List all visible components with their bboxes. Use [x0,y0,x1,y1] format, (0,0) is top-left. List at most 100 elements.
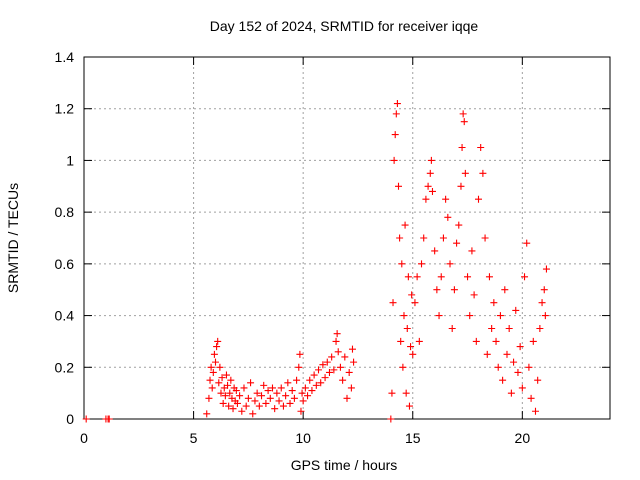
data-point [494,363,502,371]
chart-title: Day 152 of 2024, SRMTID for receiver iqq… [210,18,479,34]
data-point [405,402,413,410]
data-point [268,384,276,392]
data-point [264,387,272,395]
y-tick-label: 0.2 [55,359,75,375]
data-point [397,337,405,345]
data-point [415,337,423,345]
data-point [516,343,524,351]
y-tick-label: 0 [66,411,74,427]
data-point [433,286,441,294]
data-point [479,169,487,177]
data-point [282,392,290,400]
data-point [262,399,270,407]
data-point [523,239,531,247]
data-point [225,402,233,410]
data-point [217,389,225,397]
data-point [424,182,432,190]
data-point [435,312,443,320]
data-point [312,381,320,389]
data-point [222,371,230,379]
data-point [226,389,234,397]
data-points [82,100,550,423]
data-point [266,394,274,402]
data-point [392,110,400,118]
data-point [402,389,410,397]
data-point [330,366,338,374]
data-point [209,368,217,376]
data-point [420,234,428,242]
data-point [444,213,452,221]
data-point [390,156,398,164]
data-point [413,273,421,281]
data-point [210,350,218,358]
data-point [215,379,223,387]
data-point [325,368,333,376]
data-point [242,402,250,410]
data-point [400,312,408,320]
data-point [315,366,323,374]
data-point [404,273,412,281]
data-point [219,399,227,407]
data-point [472,337,480,345]
data-point [301,384,309,392]
data-point [286,399,294,407]
data-point [212,358,219,366]
data-point [455,221,463,229]
data-point [518,384,526,392]
data-point [224,381,232,389]
data-point [457,182,465,190]
data-point [391,131,399,139]
y-tick-label: 1.4 [55,49,75,65]
data-point [407,343,415,351]
data-point [393,100,401,108]
data-point [319,361,327,369]
data-point [431,247,439,255]
data-point [466,312,474,320]
data-point [453,239,461,247]
data-point [510,358,518,366]
data-point [409,350,417,358]
data-point [310,371,318,379]
data-point [290,394,298,402]
data-point [308,387,316,395]
data-point [483,350,491,358]
data-point [512,306,520,314]
x-tick-label: 10 [295,430,311,446]
data-point [288,387,296,395]
data-point [488,325,496,332]
data-point [475,195,482,203]
data-point [428,187,436,195]
data-point [408,291,416,299]
data-point [395,182,403,190]
data-point [233,399,241,407]
data-point [299,397,307,405]
data-point [531,407,539,415]
axis-ticks: 0 0.2 0.4 0.6 0.8 1 1.2 1.4 0 5 10 15 20 [55,49,610,446]
data-point [534,376,542,384]
data-point [260,381,268,389]
data-point [216,363,224,371]
data-point [229,405,237,413]
data-point [459,110,467,118]
y-tick-label: 0.6 [55,256,75,272]
data-point [334,348,342,356]
data-point [227,376,235,384]
data-point [477,144,485,151]
data-point [203,410,211,418]
plot-frame [83,56,611,420]
y-tick-label: 0.4 [55,308,75,324]
x-axis-label: GPS time / hours [291,457,398,473]
data-point [538,299,546,307]
data-point [328,353,336,361]
data-point [347,384,355,392]
data-point [284,379,292,387]
data-point [236,392,244,400]
data-point [350,358,358,366]
data-point [389,299,397,307]
data-point [481,234,489,242]
data-point [450,286,458,294]
data-point [348,345,356,353]
data-point [541,312,549,320]
data-point [343,394,351,402]
